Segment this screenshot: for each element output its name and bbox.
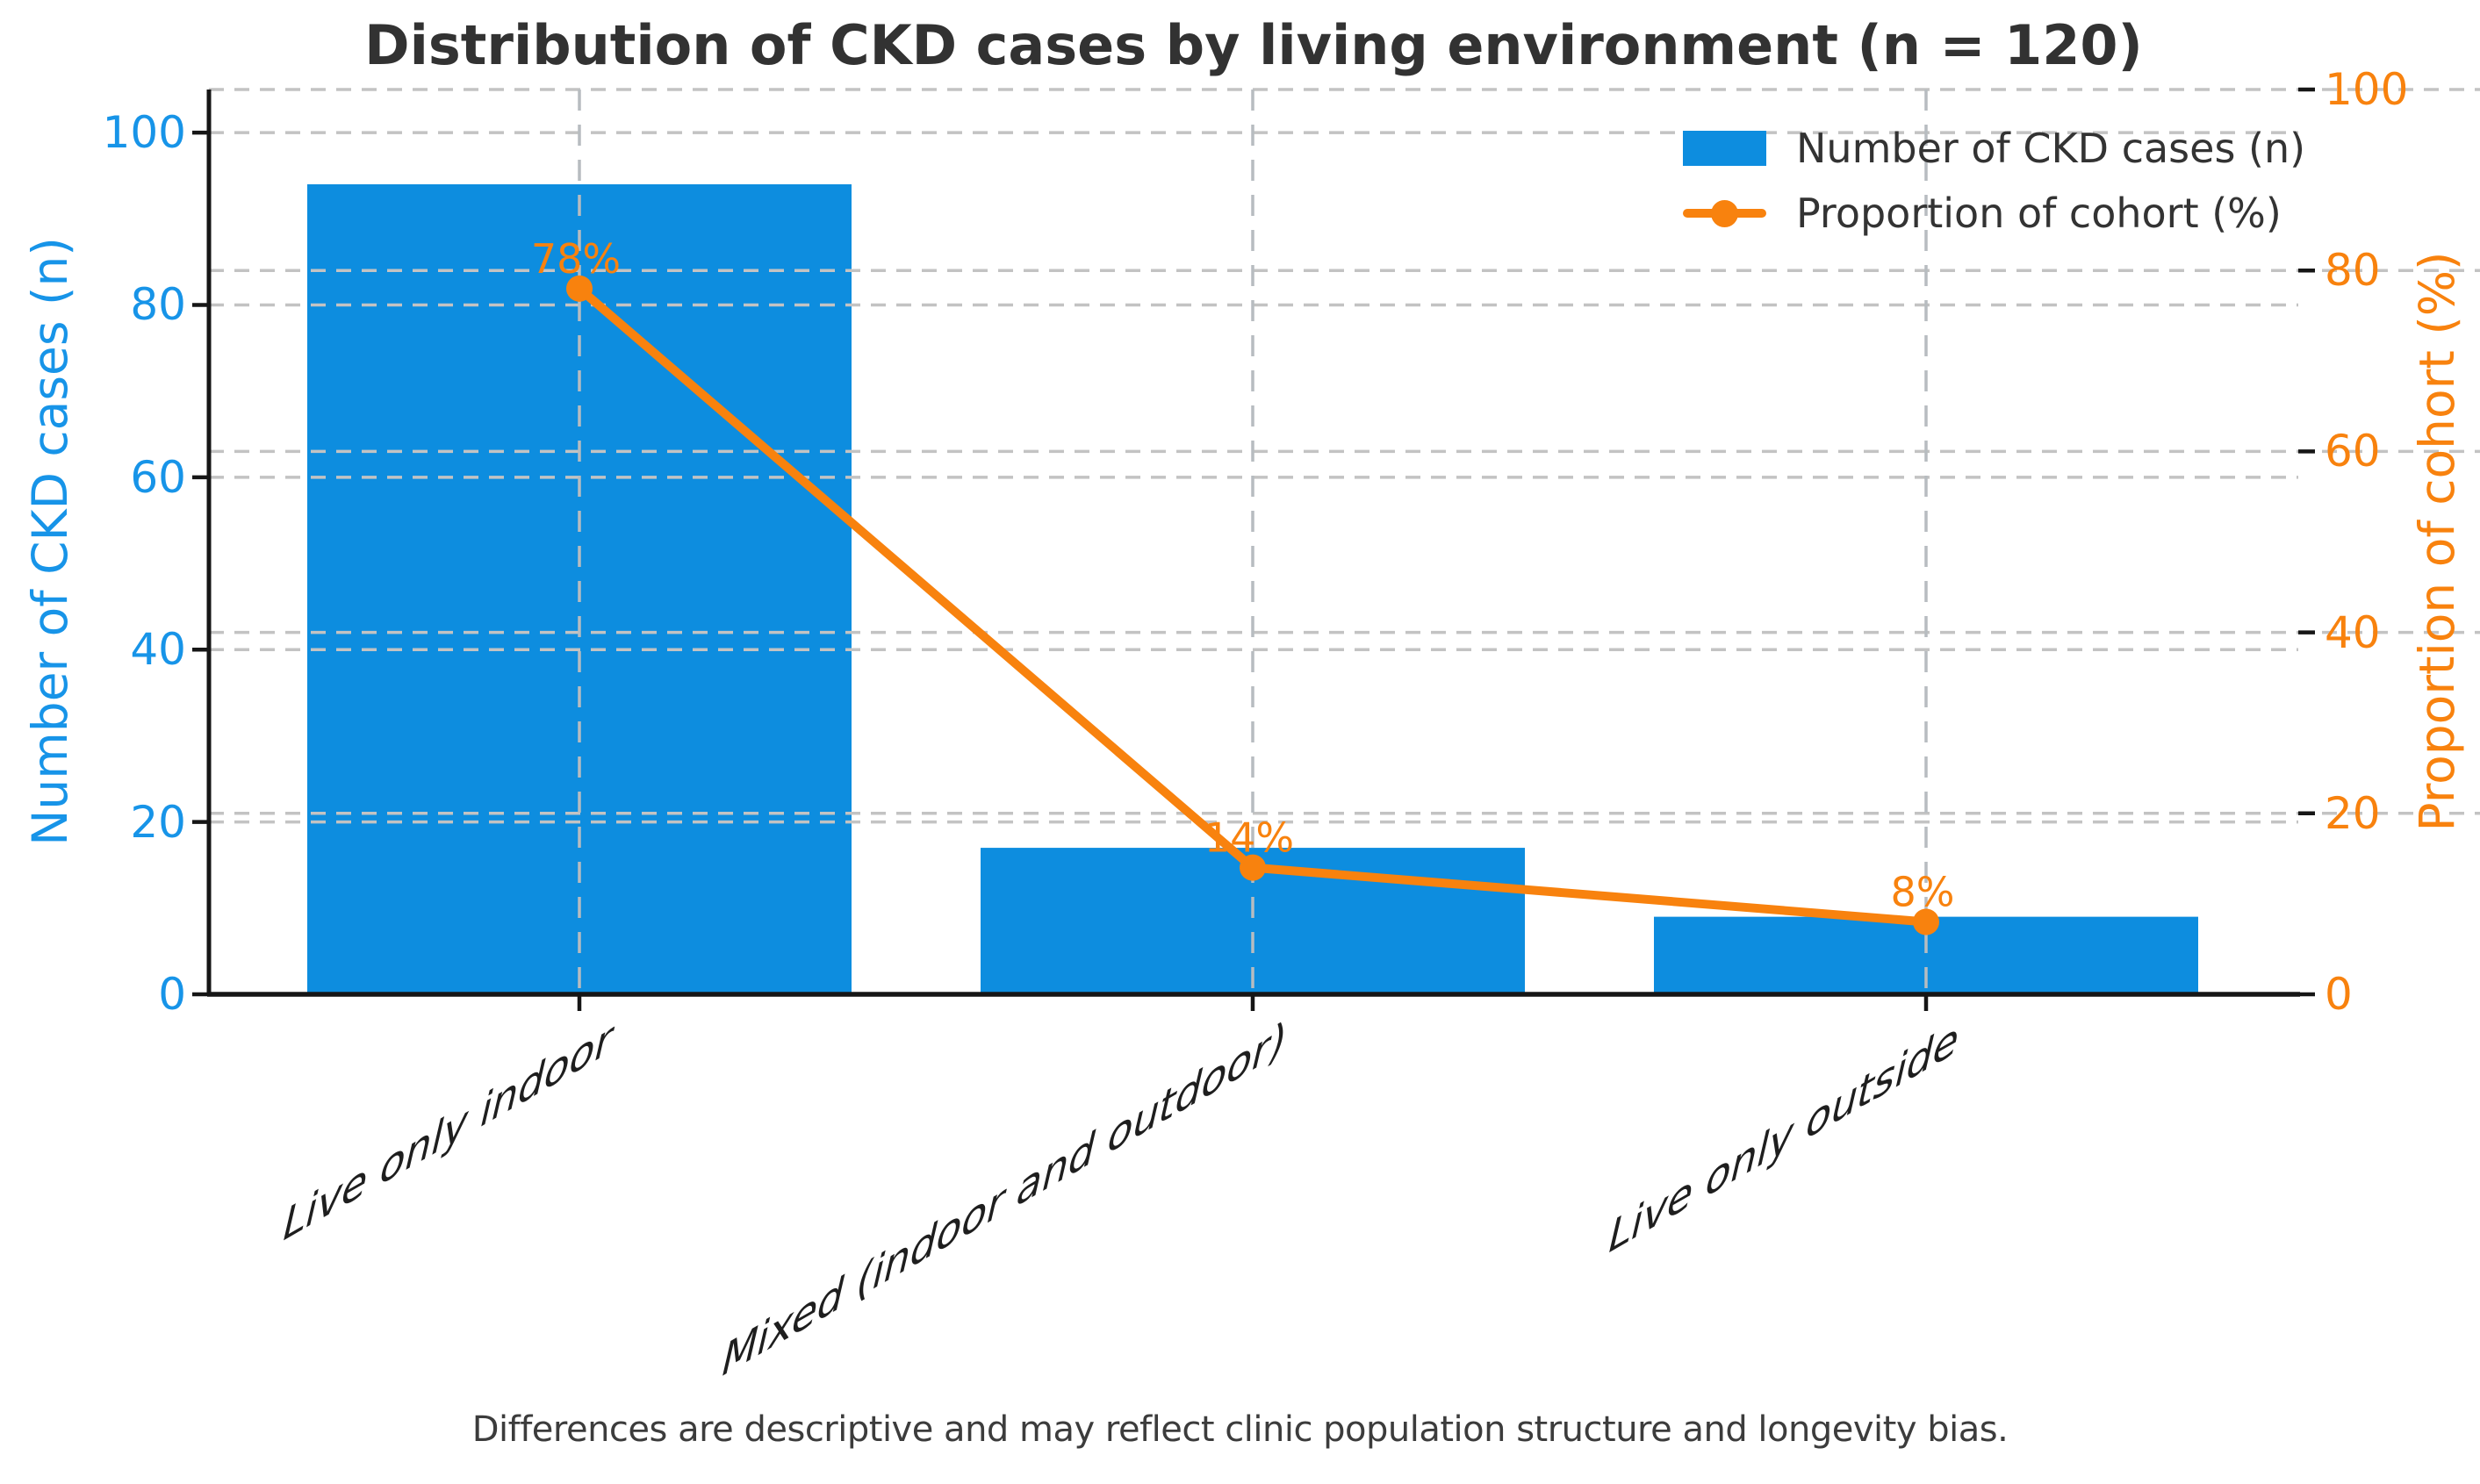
right-tick-label-40: 40	[2325, 606, 2381, 658]
data-point-label-0: 78%	[531, 235, 621, 283]
left-tick-label-40: 40	[130, 624, 186, 676]
right-tick-label-100: 100	[2325, 64, 2409, 115]
right-tick-label-0: 0	[2325, 969, 2353, 1020]
chart-footnote: Differences are descriptive and may refl…	[471, 1409, 2009, 1450]
legend-item-line: Proportion of cohort (%)	[1683, 186, 2305, 240]
legend-item-bars: Number of CKD cases (n)	[1683, 121, 2305, 176]
legend: Number of CKD cases (n) Proportion of co…	[1683, 121, 2305, 251]
right-tick-label-80: 80	[2325, 245, 2381, 297]
left-tick-label-60: 60	[130, 451, 186, 503]
line-series-swatch	[1683, 186, 1766, 240]
data-point-label-2: 8%	[1891, 869, 1955, 916]
right-axis-label: Proportion of cohort (%)	[2409, 251, 2465, 832]
left-tick-label-80: 80	[130, 279, 186, 331]
chart-title: Distribution of CKD cases by living envi…	[364, 13, 2143, 77]
data-point-marker-0	[566, 275, 593, 302]
data-point-marker-1	[1240, 854, 1266, 881]
data-point-label-1: 14%	[1204, 814, 1294, 862]
data-point-marker-2	[1913, 908, 1939, 936]
line-swatch-marker-icon	[1711, 200, 1738, 227]
legend-label-bars: Number of CKD cases (n)	[1796, 125, 2306, 172]
left-tick-label-100: 100	[102, 107, 186, 159]
bar-series-swatch	[1683, 131, 1766, 166]
left-tick-label-0: 0	[158, 969, 186, 1020]
legend-label-line: Proportion of cohort (%)	[1796, 190, 2282, 237]
right-tick-label-60: 60	[2325, 426, 2381, 477]
right-tick-label-20: 20	[2325, 787, 2381, 839]
left-tick-label-20: 20	[130, 796, 186, 848]
